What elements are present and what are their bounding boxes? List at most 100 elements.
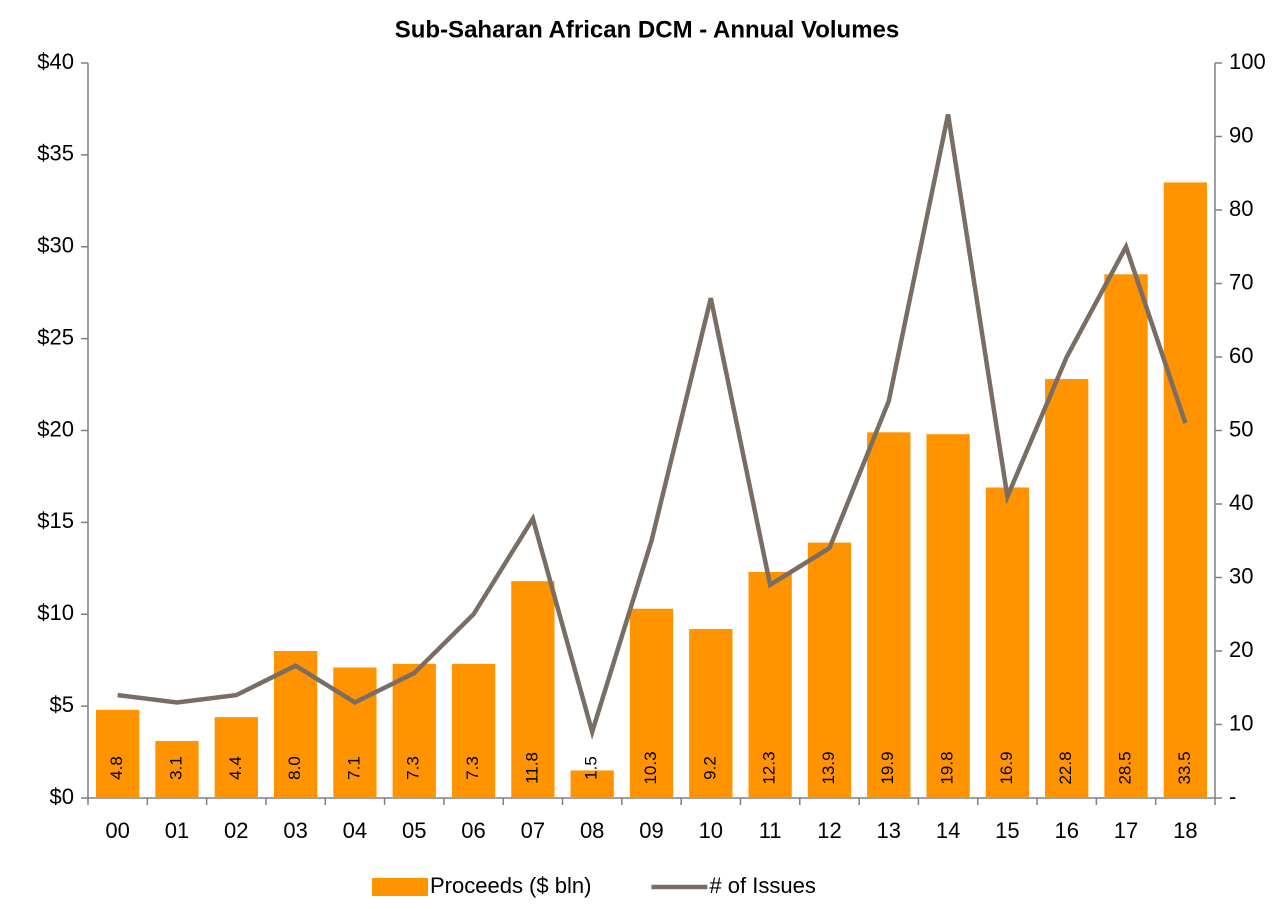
x-tick-label: 00 [105,818,129,843]
bar-value-label: 9.2 [700,756,719,780]
x-tick-label: 03 [283,818,307,843]
x-tick-label: 17 [1114,818,1138,843]
y-tick-label: $20 [37,416,74,441]
bar-value-label: 10.3 [641,751,660,784]
bar-label-group: 22.8 [1056,751,1075,784]
bar-label-group: 4.8 [107,756,126,780]
x-tick-label: 13 [877,818,901,843]
bar [985,487,1030,798]
bar [511,581,555,798]
x-tick-label: 01 [165,818,189,843]
y-tick-label: $35 [37,141,74,166]
y-tick-label: $5 [50,692,74,717]
bar [629,608,674,798]
x-tick-label: 11 [759,818,782,843]
y-tick-label: $10 [37,600,74,625]
bar-label-group: 4.4 [226,756,245,780]
bar-label-group: 19.8 [938,751,957,784]
bar-label-group: 16.9 [997,751,1016,784]
bar-value-label: 19.9 [878,751,897,784]
bar-value-label: 12.3 [760,751,779,784]
bar-label-group: 33.5 [1175,751,1194,784]
bar-value-label: 1.5 [582,756,601,780]
x-tick-label: 10 [699,818,723,843]
bar-value-label: 22.8 [1056,751,1075,784]
bar-label-group: 11.8 [522,752,541,784]
x-tick-label: 18 [1173,818,1197,843]
bar-label-group: 3.1 [166,756,185,780]
bar-value-label: 19.8 [938,751,957,784]
bar [926,434,970,798]
y-tick-label: $15 [37,508,74,533]
bar [689,628,733,798]
bar [214,717,258,798]
bar [1045,379,1089,798]
legend-swatch [372,878,428,896]
y2-tick-label: 60 [1229,343,1253,368]
x-tick-label: 15 [995,818,1019,843]
bar [392,663,436,798]
x-tick-label: 06 [461,818,485,843]
y2-tick-label: 10 [1229,710,1253,735]
y2-tick-label: 80 [1229,196,1253,221]
x-tick-label: 14 [936,818,960,843]
x-tick-label: 08 [580,818,604,843]
bar-label-group: 13.9 [819,751,838,784]
x-tick-label: 04 [343,818,367,843]
bar-value-label: 28.5 [1116,751,1135,784]
bar [1163,182,1207,798]
y-tick-label: $25 [37,324,74,349]
bar-value-label: 33.5 [1175,751,1194,784]
y2-tick-label: 40 [1229,490,1253,515]
x-tick-label: 12 [817,818,841,843]
bar [807,542,852,798]
y-tick-label: $0 [50,784,74,809]
bar-label-group: 7.1 [344,756,363,780]
bar-value-label: 4.8 [107,756,126,780]
y2-tick-label: 100 [1229,49,1266,74]
y2-tick-label: 20 [1229,637,1253,662]
y2-tick-label: 70 [1229,269,1253,294]
x-tick-label: 02 [224,818,248,843]
bar-label-group: 10.3 [641,751,660,784]
y2-tick-label: 30 [1229,563,1253,588]
bar-label-group: 28.5 [1116,751,1135,784]
bar-label-group: 1.5 [582,756,601,780]
bar-label-group: 9.2 [700,756,719,780]
x-tick-label: 09 [639,818,663,843]
chart-title: Sub-Saharan African DCM - Annual Volumes [395,16,900,43]
bar-value-label: 8.0 [285,756,304,780]
y-tick-label: $40 [37,49,74,74]
bar-label-group: 8.0 [285,756,304,780]
bar-value-label: 4.4 [226,756,245,780]
x-tick-label: 16 [1054,818,1078,843]
bar-value-label: 16.9 [997,751,1016,784]
bar [867,432,911,798]
bar-value-label: 7.1 [344,756,363,780]
y-tick-label: $30 [37,233,74,258]
bar [333,667,377,798]
bar-value-label: 3.1 [166,756,185,780]
bar [451,663,496,798]
bar-value-label: 11.8 [522,752,541,784]
y2-tick-label: 90 [1229,122,1253,147]
legend-label: # of Issues [709,873,815,898]
bar [570,770,614,798]
bar [1104,274,1148,798]
bar [96,709,140,798]
x-tick-label: 05 [402,818,426,843]
y2-tick-label: - [1229,784,1236,809]
bar-label-group: 12.3 [760,751,779,784]
bar-value-label: 7.3 [404,756,423,780]
bar-label-group: 7.3 [404,756,423,780]
bar [748,571,792,798]
bar-value-label: 7.3 [463,756,482,780]
bar-value-label: 13.9 [819,751,838,784]
line [117,113,1188,740]
x-tick-label: 07 [521,818,545,843]
bar [155,741,199,798]
bar-label-group: 19.9 [878,751,897,784]
legend-label: Proceeds ($ bln) [430,873,591,898]
y2-tick-label: 50 [1229,416,1253,441]
